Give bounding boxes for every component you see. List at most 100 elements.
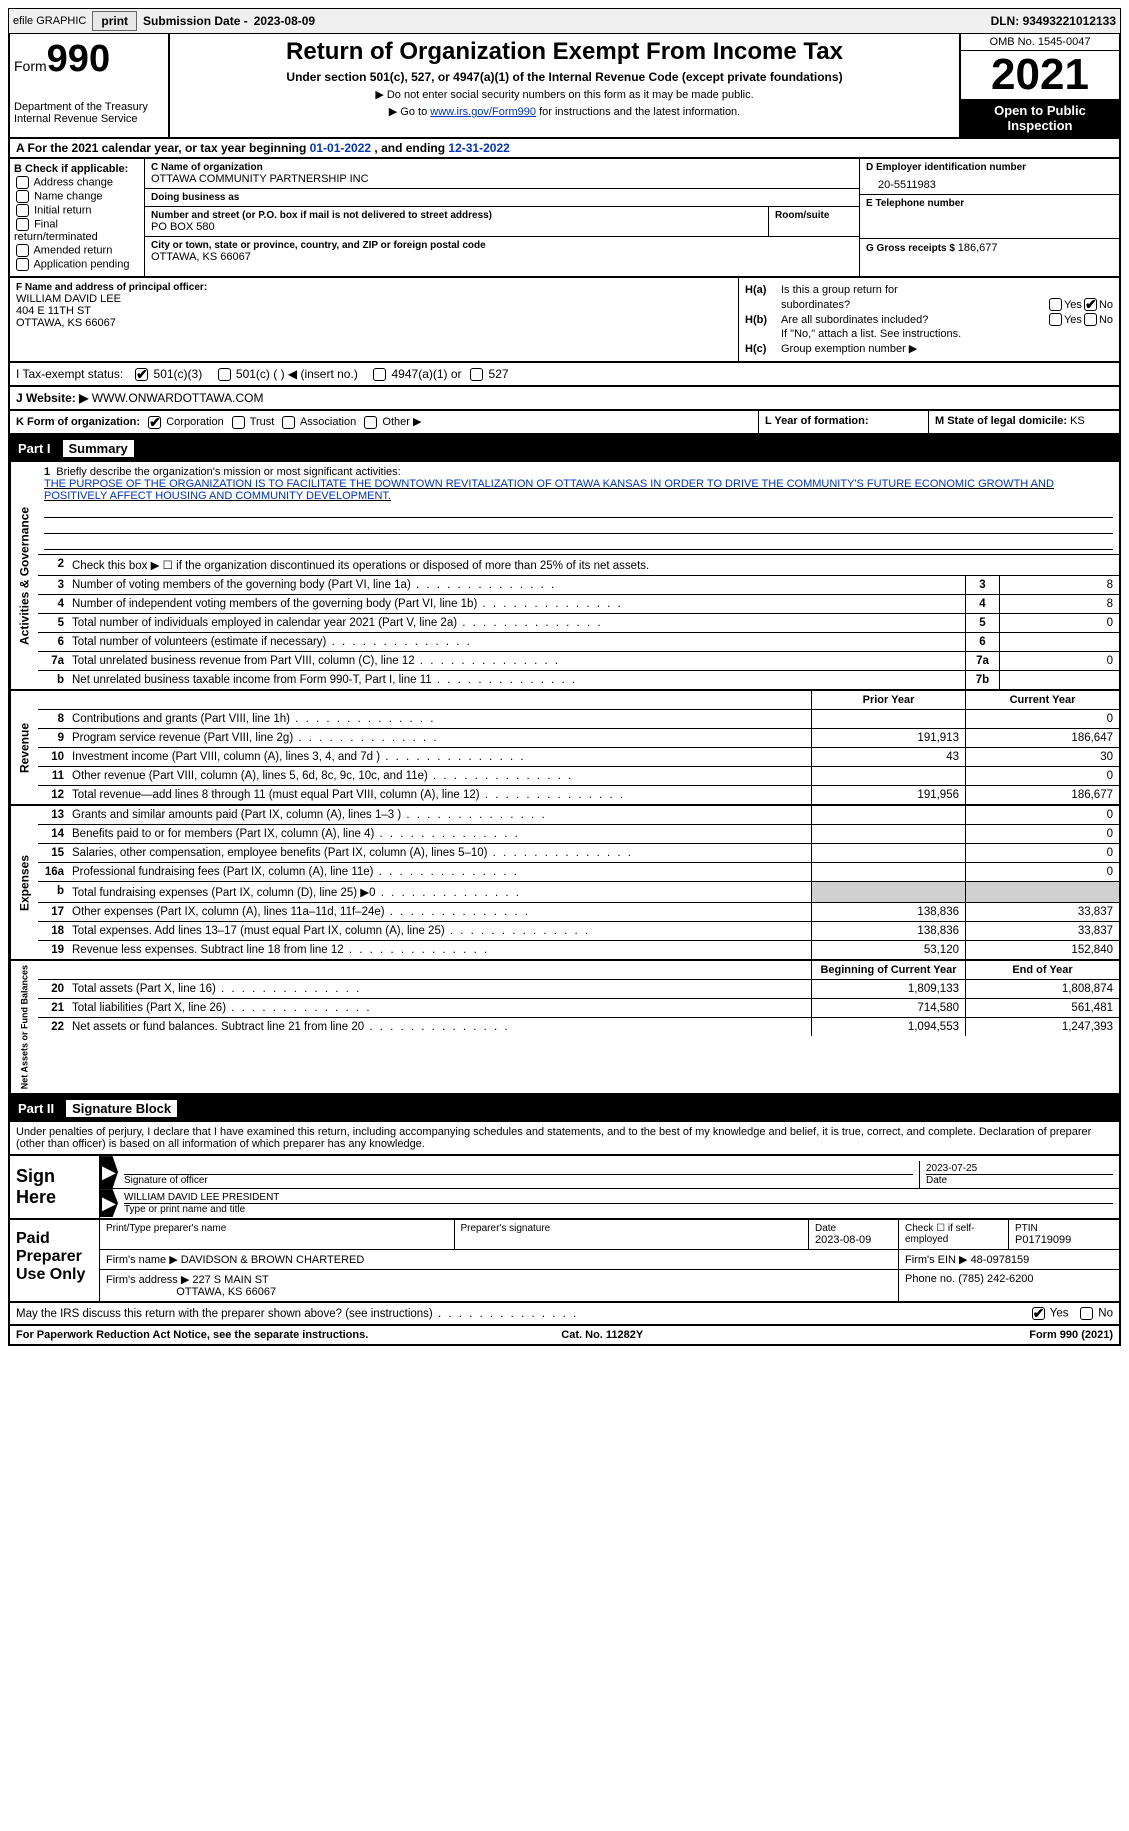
colhdr-beginning: Beginning of Current Year	[811, 961, 965, 979]
form-word: Form	[14, 58, 47, 74]
chk-corporation[interactable]	[148, 416, 161, 429]
section-net-assets: Net Assets or Fund Balances Beginning of…	[8, 961, 1121, 1095]
data-line: 17Other expenses (Part IX, column (A), l…	[38, 903, 1119, 922]
ha-yes-checkbox[interactable]	[1049, 298, 1062, 311]
ha-text2: subordinates?	[781, 299, 1047, 311]
hb-text2: If "No," attach a list. See instructions…	[781, 328, 1113, 340]
data-line: 13Grants and similar amounts paid (Part …	[38, 806, 1119, 825]
self-employed-check[interactable]: Check ☐ if self-employed	[899, 1220, 1009, 1249]
sign-here-label: Sign Here	[10, 1156, 100, 1218]
efile-label: efile GRAPHIC	[13, 15, 86, 27]
vlabel-revenue: Revenue	[10, 691, 38, 804]
submission-date: 2023-08-09	[254, 14, 315, 28]
chk-application-pending[interactable]: Application pending	[14, 258, 140, 271]
data-line: 19Revenue less expenses. Subtract line 1…	[38, 941, 1119, 959]
prep-sig-label: Preparer's signature	[461, 1223, 803, 1234]
firm-name-label: Firm's name ▶	[106, 1254, 181, 1266]
chk-association[interactable]	[282, 416, 295, 429]
city-value: OTTAWA, KS 66067	[151, 251, 853, 263]
sig-date-label: Date	[926, 1174, 1113, 1186]
tax-year: 2021	[961, 51, 1119, 99]
part1-header: Part I Summary	[8, 435, 1121, 462]
note-ssn: ▶ Do not enter social security numbers o…	[178, 88, 951, 101]
hb-no-checkbox[interactable]	[1084, 313, 1097, 326]
mission-text: THE PURPOSE OF THE ORGANIZATION IS TO FA…	[44, 478, 1054, 502]
signature-intro: Under penalties of perjury, I declare th…	[8, 1122, 1121, 1156]
hb-tag: H(b)	[745, 314, 781, 326]
chk-501c3[interactable]	[135, 368, 148, 381]
row-a-tax-year: A For the 2021 calendar year, or tax yea…	[8, 139, 1121, 159]
omb-number: OMB No. 1545-0047	[961, 34, 1119, 51]
dln-value: 93493221012133	[1023, 14, 1116, 28]
chk-address-change[interactable]: Address change	[14, 176, 140, 189]
website-value: WWW.ONWARDOTTAWA.COM	[92, 391, 264, 405]
vlabel-expenses: Expenses	[10, 806, 38, 959]
may-yes-checkbox[interactable]	[1032, 1307, 1045, 1320]
section-expenses: Expenses 13Grants and similar amounts pa…	[8, 806, 1121, 961]
colhdr-current-year: Current Year	[965, 691, 1119, 709]
data-line: 18Total expenses. Add lines 13–17 (must …	[38, 922, 1119, 941]
section-revenue: Revenue Prior Year Current Year 8Contrib…	[8, 691, 1121, 806]
ha-text1: Is this a group return for	[781, 284, 1113, 296]
name-title-label: Type or print name and title	[124, 1203, 1113, 1215]
chk-other[interactable]	[364, 416, 377, 429]
paid-preparer-block: Paid Preparer Use Only Print/Type prepar…	[8, 1220, 1121, 1303]
officer-typed-name: WILLIAM DAVID LEE PRESIDENT	[124, 1192, 1113, 1203]
colhdr-prior-year: Prior Year	[811, 691, 965, 709]
data-line: 8Contributions and grants (Part VIII, li…	[38, 710, 1119, 729]
row-j-website: J Website: ▶ WWW.ONWARDOTTAWA.COM	[8, 387, 1121, 411]
data-line: 11Other revenue (Part VIII, column (A), …	[38, 767, 1119, 786]
chk-4947a1[interactable]	[373, 368, 386, 381]
officer-sig-label: Signature of officer	[124, 1174, 913, 1186]
vlabel-net-assets: Net Assets or Fund Balances	[10, 961, 38, 1093]
section-fh: F Name and address of principal officer:…	[8, 278, 1121, 363]
chk-name-change[interactable]: Name change	[14, 190, 140, 203]
chk-amended-return[interactable]: Amended return	[14, 244, 140, 257]
page-footer: For Paperwork Reduction Act Notice, see …	[8, 1326, 1121, 1346]
hc-text: Group exemption number ▶	[781, 342, 1113, 355]
hb-yes-checkbox[interactable]	[1049, 313, 1062, 326]
org-name: OTTAWA COMMUNITY PARTNERSHIP INC	[151, 173, 853, 185]
ha-no-checkbox[interactable]	[1084, 298, 1097, 311]
data-line: 14Benefits paid to or for members (Part …	[38, 825, 1119, 844]
data-line: 12Total revenue—add lines 8 through 11 (…	[38, 786, 1119, 804]
firm-addr2: OTTAWA, KS 66067	[176, 1286, 276, 1298]
colhdr-end: End of Year	[965, 961, 1119, 979]
data-line: 9Program service revenue (Part VIII, lin…	[38, 729, 1119, 748]
footer-left: For Paperwork Reduction Act Notice, see …	[16, 1329, 368, 1341]
dept-line1: Department of the Treasury	[14, 101, 164, 113]
officer-addr2: OTTAWA, KS 66067	[16, 317, 732, 329]
row-i-tax-status: I Tax-exempt status: 501(c)(3) 501(c) ( …	[8, 363, 1121, 387]
print-button[interactable]: print	[92, 11, 137, 31]
tel-label: E Telephone number	[866, 198, 1113, 209]
open-to-public: Open to Public Inspection	[961, 99, 1119, 137]
city-label: City or town, state or province, country…	[151, 240, 853, 251]
chk-trust[interactable]	[232, 416, 245, 429]
chk-527[interactable]	[470, 368, 483, 381]
dln-label: DLN:	[991, 14, 1023, 28]
gov-line: 3Number of voting members of the governi…	[38, 576, 1119, 595]
firm-addr-label: Firm's address ▶	[106, 1274, 192, 1286]
mission-label: Briefly describe the organization's miss…	[56, 466, 400, 478]
tax-year-end: 12-31-2022	[448, 141, 509, 155]
chk-final-return[interactable]: Final return/terminated	[14, 218, 140, 243]
form-title: Return of Organization Exempt From Incom…	[178, 38, 951, 66]
submission-date-label: Submission Date -	[143, 14, 248, 28]
irs-link[interactable]: www.irs.gov/Form990	[430, 106, 536, 118]
may-no-checkbox[interactable]	[1080, 1307, 1093, 1320]
data-line: bTotal fundraising expenses (Part IX, co…	[38, 882, 1119, 903]
chk-initial-return[interactable]: Initial return	[14, 204, 140, 217]
gov-line: 5Total number of individuals employed in…	[38, 614, 1119, 633]
ptin-value: P01719099	[1015, 1234, 1113, 1246]
org-name-label: C Name of organization	[151, 162, 853, 173]
arrow-icon: ▶	[100, 1189, 118, 1217]
gross-label: G Gross receipts $	[866, 243, 958, 254]
row-klm: K Form of organization: Corporation Trus…	[8, 411, 1121, 435]
gov-line: 6Total number of volunteers (estimate if…	[38, 633, 1119, 652]
hc-tag: H(c)	[745, 343, 781, 355]
sig-date: 2023-07-25	[926, 1163, 1113, 1174]
gov-line: 4Number of independent voting members of…	[38, 595, 1119, 614]
m-label: M State of legal domicile:	[935, 415, 1070, 427]
col-b-header: B Check if applicable:	[14, 163, 140, 175]
chk-501c[interactable]	[218, 368, 231, 381]
